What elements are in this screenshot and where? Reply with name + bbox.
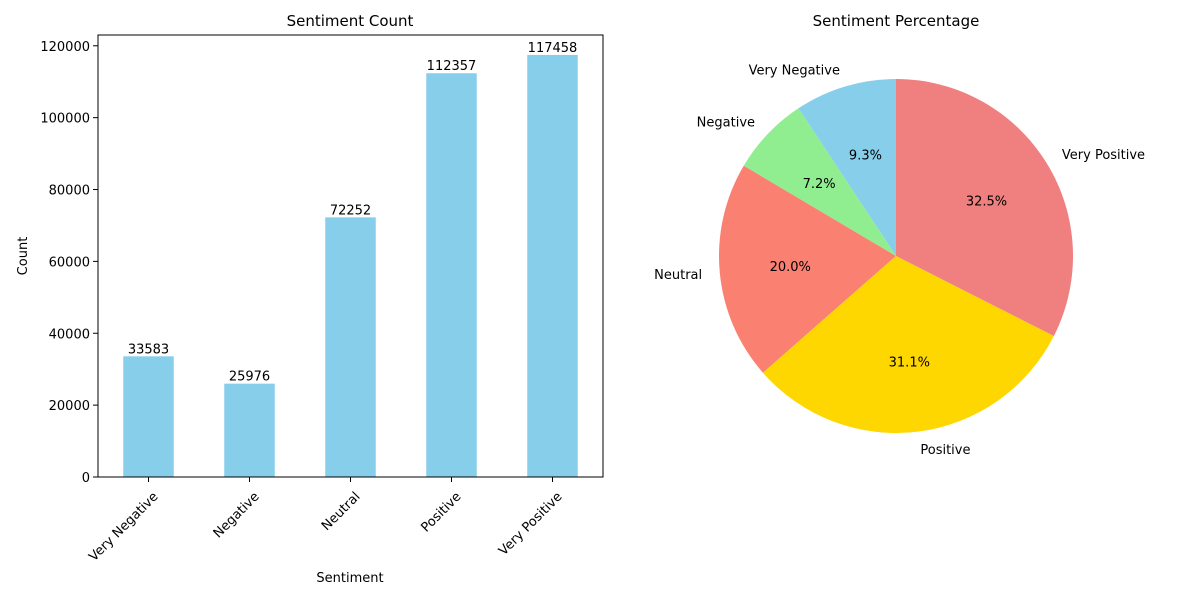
- pie-percent-label: 7.2%: [803, 177, 836, 192]
- y-tick-label: 100000: [40, 112, 90, 127]
- pie-category-label: Very Positive: [1062, 148, 1145, 163]
- x-tick-label: Very Positive: [496, 489, 565, 558]
- bar-neutral: [325, 217, 376, 477]
- pie-percent-label: 31.1%: [889, 355, 930, 370]
- y-tick-label: 60000: [49, 255, 90, 270]
- x-axis-label: Sentiment: [316, 571, 383, 586]
- bar-value-label: 112357: [427, 59, 477, 74]
- bar-value-label: 25976: [229, 370, 270, 385]
- bar-chart: Sentiment Count 33583 25976 72252 112357 117…: [16, 12, 604, 586]
- pie-chart-title: Sentiment Percentage: [813, 12, 980, 30]
- bar-value-label: 33583: [128, 342, 169, 357]
- y-tick-label: 80000: [49, 184, 90, 199]
- pie-chart: Sentiment Percentage Very Negative 9.3% Ne…: [654, 12, 1145, 458]
- pie-slice-positive: [762, 256, 1054, 433]
- bar-positive: [426, 73, 477, 477]
- pie-slice-negative: [743, 108, 896, 256]
- bar-chart-title: Sentiment Count: [287, 12, 414, 30]
- y-tick-label: 20000: [49, 399, 90, 414]
- x-tick-label: Neutral: [319, 489, 364, 534]
- x-tick-label: Negative: [211, 489, 263, 541]
- y-tick-label: 120000: [40, 40, 90, 55]
- pie-category-label: Negative: [697, 116, 755, 131]
- y-tick-label: 40000: [49, 327, 90, 342]
- x-tick-label: Positive: [418, 489, 464, 535]
- pie-slice-neutral: [719, 165, 896, 373]
- pie-percent-label: 9.3%: [849, 148, 882, 163]
- bar-very-positive: [527, 54, 578, 477]
- bar-value-label: 117458: [528, 41, 578, 56]
- bar-very-negative: [123, 356, 174, 477]
- pie-category-label: Neutral: [654, 268, 702, 283]
- pie-category-label: Positive: [920, 443, 970, 458]
- pie-category-label: Very Negative: [749, 64, 840, 79]
- bar-value-label: 72252: [330, 203, 371, 218]
- pie-percent-label: 20.0%: [770, 260, 811, 275]
- x-tick-label: Very Negative: [86, 489, 161, 564]
- pie-slice-very-positive: [896, 79, 1073, 337]
- pie-percent-label: 32.5%: [966, 194, 1007, 209]
- y-axis-label: Count: [16, 237, 31, 276]
- bar-negative: [224, 383, 275, 477]
- y-tick-label: 0: [82, 471, 90, 486]
- pie-slice-very-negative: [798, 79, 896, 256]
